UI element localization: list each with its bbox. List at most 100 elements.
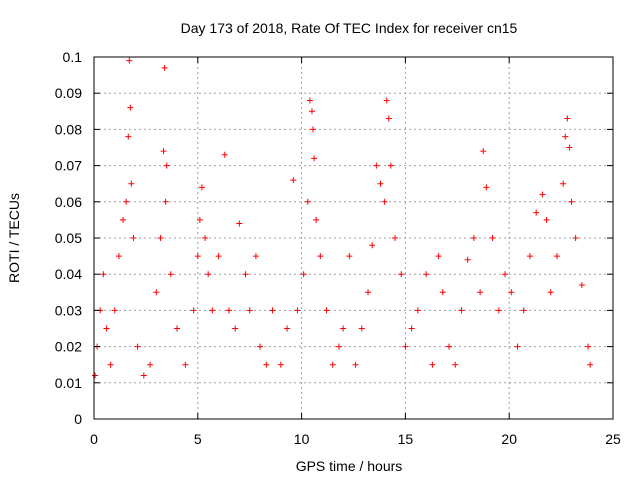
data-point <box>300 271 307 278</box>
data-point <box>269 307 276 314</box>
data-points <box>92 57 594 379</box>
data-point <box>115 253 122 260</box>
data-point <box>340 325 347 332</box>
data-point <box>398 271 405 278</box>
data-point <box>526 253 533 260</box>
y-tick-label: 0.04 <box>55 266 82 282</box>
y-tick-label: 0.07 <box>55 158 82 174</box>
data-point <box>215 253 222 260</box>
data-point <box>352 361 359 368</box>
data-point <box>514 343 521 350</box>
data-point <box>564 115 571 122</box>
data-point <box>123 198 130 205</box>
data-point <box>429 361 436 368</box>
data-point <box>263 361 270 368</box>
data-point <box>311 155 318 162</box>
data-point <box>182 361 189 368</box>
data-point <box>387 162 394 169</box>
data-point <box>225 307 232 314</box>
data-point <box>252 253 259 260</box>
data-point <box>470 235 477 241</box>
data-point <box>346 253 353 260</box>
data-point <box>92 372 99 379</box>
data-point <box>128 180 135 187</box>
data-point <box>120 216 127 223</box>
data-point <box>160 148 167 155</box>
data-point <box>489 235 496 241</box>
data-point <box>198 184 205 191</box>
data-point <box>568 198 575 205</box>
data-point <box>585 343 592 350</box>
data-point <box>140 372 147 379</box>
data-point <box>111 307 118 314</box>
data-point <box>134 343 141 350</box>
data-point <box>246 307 253 314</box>
x-tick-label: 5 <box>194 431 202 447</box>
data-point <box>209 307 216 314</box>
x-tick-label: 25 <box>605 431 621 447</box>
data-point <box>294 307 301 314</box>
data-point <box>126 57 133 64</box>
y-tick-label: 0.03 <box>55 302 82 318</box>
data-point <box>464 256 471 263</box>
chart-title: Day 173 of 2018, Rate Of TEC Index for r… <box>181 20 518 36</box>
data-point <box>553 253 560 260</box>
data-point <box>572 235 579 241</box>
data-point <box>162 198 169 205</box>
data-point <box>477 289 484 296</box>
data-point <box>452 361 459 368</box>
data-point <box>277 361 284 368</box>
y-tick-label: 0 <box>74 411 82 427</box>
grid-lines <box>94 57 613 419</box>
data-point <box>358 325 365 332</box>
data-point <box>304 198 311 205</box>
y-tick-label: 0.06 <box>55 194 82 210</box>
data-point <box>587 361 594 368</box>
y-tick-label: 0.01 <box>55 375 82 391</box>
data-point <box>174 325 181 332</box>
data-point <box>313 216 320 223</box>
data-point <box>284 325 291 332</box>
data-point <box>242 271 249 278</box>
data-point <box>408 325 415 332</box>
data-point <box>125 133 132 140</box>
data-point <box>335 343 342 350</box>
data-point <box>161 64 168 71</box>
data-point <box>290 177 297 184</box>
data-point <box>221 151 228 158</box>
data-point <box>100 271 107 278</box>
data-point <box>153 289 160 296</box>
x-tick-label: 0 <box>90 431 98 447</box>
data-point <box>543 216 550 223</box>
y-tick-labels: 0 0.01 0.02 0.03 0.04 0.05 0.06 0.07 0.08 0.09 0.1 <box>55 49 82 427</box>
data-point <box>190 307 197 314</box>
data-point <box>147 361 154 368</box>
y-tick-label: 0.05 <box>55 230 82 246</box>
axis-ticks <box>93 56 614 420</box>
x-tick-label: 20 <box>501 431 517 447</box>
data-point <box>508 289 515 296</box>
data-point <box>392 235 399 241</box>
y-tick-label: 0.08 <box>55 121 82 137</box>
data-point <box>423 271 430 278</box>
data-point <box>383 97 390 104</box>
data-point <box>458 307 465 314</box>
data-point <box>566 144 573 151</box>
data-point <box>385 115 392 122</box>
data-point <box>435 253 442 260</box>
data-point <box>539 191 546 198</box>
data-point <box>480 148 487 155</box>
data-point <box>103 325 110 332</box>
data-point <box>107 361 114 368</box>
y-axis-title: ROTI / TECUs <box>6 193 22 283</box>
data-point <box>127 104 134 111</box>
data-point <box>236 220 243 227</box>
data-point <box>308 108 315 115</box>
data-point <box>560 180 567 187</box>
data-point <box>310 126 317 133</box>
data-point <box>194 253 201 260</box>
data-point <box>520 307 527 314</box>
data-point <box>381 198 388 205</box>
data-point <box>323 307 330 314</box>
